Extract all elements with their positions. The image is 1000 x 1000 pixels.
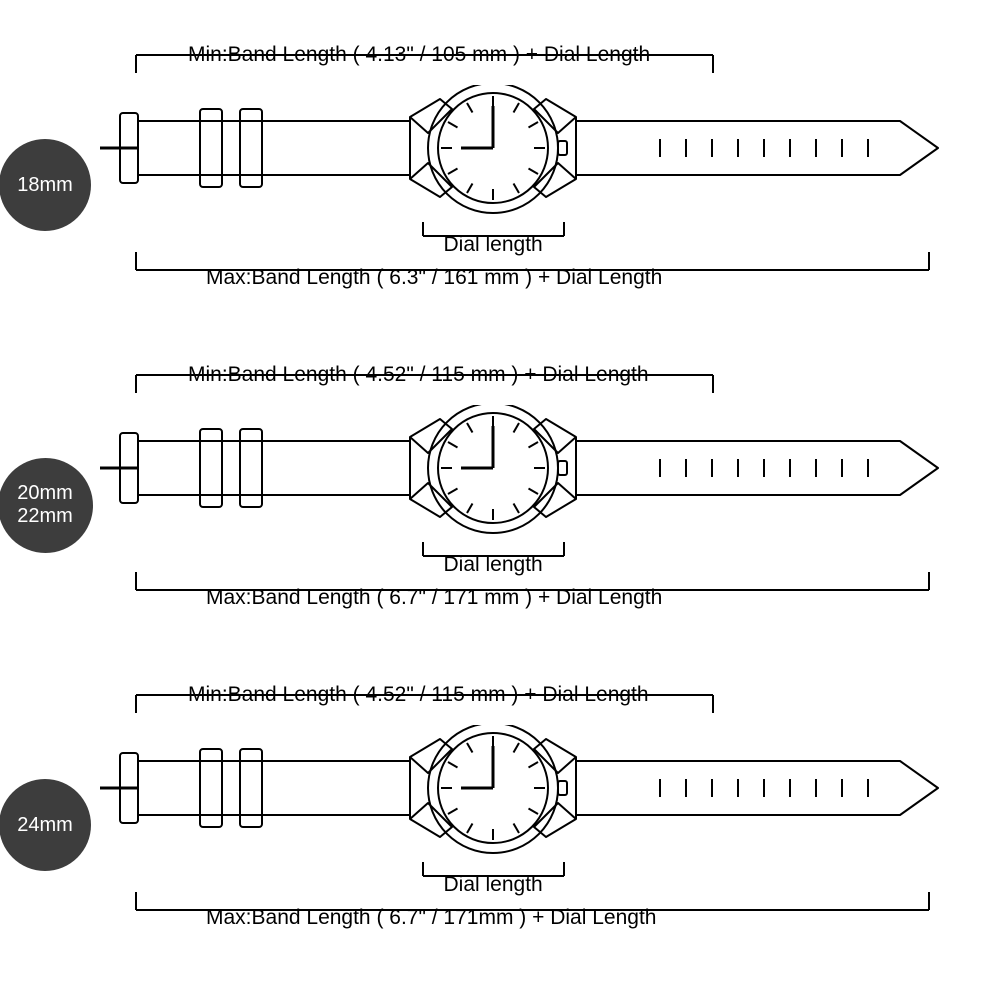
watch-size-row: 20mm22mmMin:Band Length ( 4.52" / 115 mm… <box>0 350 1000 640</box>
max-length-label: Max:Band Length ( 6.3" / 161 mm ) + Dial… <box>206 266 662 290</box>
max-length-label: Max:Band Length ( 6.7" / 171mm ) + Dial … <box>206 906 656 930</box>
watch-size-row: 24mmMin:Band Length ( 4.52" / 115 mm ) +… <box>0 670 1000 960</box>
max-length-label: Max:Band Length ( 6.7" / 171 mm ) + Dial… <box>206 586 662 610</box>
watch-size-row: 18mmMin:Band Length ( 4.13" / 105 mm ) +… <box>0 30 1000 320</box>
